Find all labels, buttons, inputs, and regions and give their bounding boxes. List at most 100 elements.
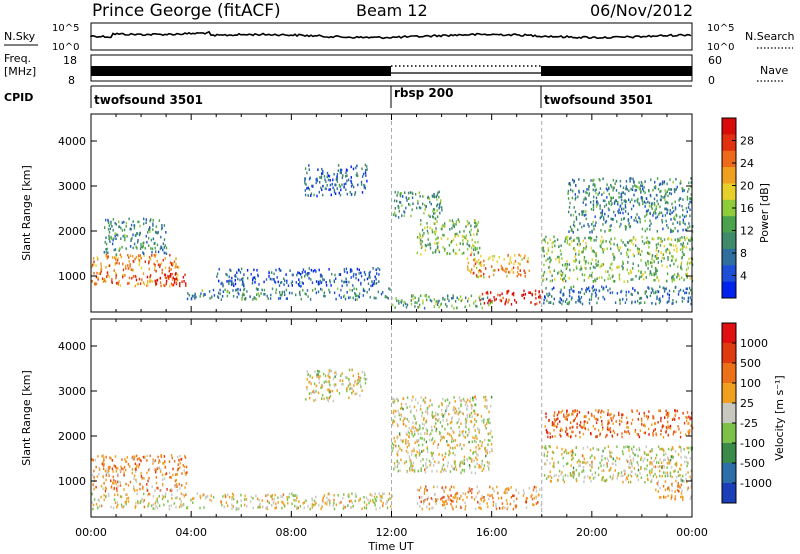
heatmap-cell (165, 472, 168, 475)
heatmap-cell (604, 199, 606, 203)
heatmap-cell (564, 240, 566, 243)
heatmap-cell (132, 233, 134, 237)
heatmap-cell (105, 474, 107, 477)
heatmap-cell (459, 433, 461, 437)
heatmap-cell (582, 432, 585, 436)
heatmap-cell (594, 215, 596, 218)
heatmap-cell (426, 446, 428, 449)
heatmap-cell (559, 249, 562, 253)
heatmap-cell (206, 494, 209, 498)
heatmap-cell (464, 501, 466, 505)
heatmap-cell (601, 285, 603, 289)
heatmap-cell (97, 498, 99, 501)
heatmap-cell (631, 447, 633, 451)
heatmap-cell (584, 262, 587, 265)
heatmap-cell (660, 251, 662, 254)
heatmap-cell (460, 506, 462, 509)
heatmap-cell (280, 495, 282, 498)
heatmap-cell (147, 231, 149, 234)
heatmap-cell (663, 290, 666, 293)
heatmap-cell (255, 287, 258, 290)
heatmap-cell (668, 299, 670, 303)
heatmap-cell (418, 453, 421, 457)
heatmap-cell (597, 263, 599, 267)
heatmap-cell (672, 209, 675, 213)
heatmap-cell (578, 295, 580, 299)
heatmap-cell (452, 496, 454, 499)
heatmap-cell (535, 486, 537, 489)
heatmap-cell (622, 260, 624, 264)
heatmap-cell (510, 496, 513, 499)
heatmap-cell (354, 492, 357, 496)
heatmap-cell (175, 257, 177, 260)
heatmap-cell (647, 267, 649, 270)
heatmap-cell (617, 202, 619, 206)
heatmap-cell (328, 268, 330, 271)
heatmap-cell (581, 225, 583, 229)
heatmap-cell (546, 299, 548, 303)
heatmap-cell (551, 423, 554, 427)
heatmap-cell (481, 444, 483, 447)
heatmap-cell (468, 244, 471, 248)
heatmap-cell (138, 233, 141, 237)
heatmap-cell (303, 506, 305, 509)
heatmap-cell (686, 276, 688, 279)
heatmap-cell (161, 271, 163, 275)
heatmap-cell (663, 257, 665, 260)
heatmap-cell (650, 480, 652, 484)
heatmap-cell (308, 168, 310, 171)
heatmap-cell (664, 488, 667, 492)
heatmap-cell (626, 253, 628, 257)
heatmap-cell (185, 284, 187, 287)
heatmap-cell (352, 167, 355, 171)
heatmap-cell (601, 420, 603, 423)
heatmap-cell (356, 164, 358, 168)
heatmap-cell (507, 289, 510, 293)
heatmap-cell (428, 404, 431, 408)
heatmap-cell (686, 272, 689, 276)
heatmap-cell (136, 232, 139, 235)
heatmap-cell (326, 171, 329, 175)
heatmap-cell (664, 480, 667, 483)
heatmap-cell (394, 465, 396, 469)
heatmap-cell (271, 495, 273, 498)
heatmap-cell (672, 278, 674, 281)
heatmap-cell (487, 505, 489, 509)
heatmap-cell (661, 264, 663, 267)
heatmap-cell (152, 228, 154, 231)
heatmap-cell (237, 291, 239, 294)
heatmap-cell (417, 432, 419, 435)
heatmap-cell (405, 432, 407, 436)
heatmap-cell (220, 501, 222, 504)
heatmap-cell (610, 185, 613, 189)
heatmap-cell (376, 495, 378, 499)
heatmap-cell (665, 250, 667, 254)
heatmap-cell (101, 455, 103, 458)
heatmap-cell (453, 460, 456, 464)
heatmap-cell (217, 295, 219, 298)
heatmap-cell (562, 456, 564, 460)
heatmap-cell (587, 287, 589, 291)
heatmap-cell (391, 442, 393, 445)
heatmap-cell (429, 242, 431, 246)
heatmap-cell (176, 473, 178, 476)
heatmap-cell (490, 291, 492, 294)
heatmap-cell (423, 418, 425, 422)
heatmap-cell (618, 191, 620, 195)
heatmap-cell (155, 505, 157, 508)
heatmap-cell (316, 373, 318, 377)
heatmap-cell (587, 411, 590, 414)
heatmap-cell (412, 461, 415, 465)
heatmap-cell (396, 463, 399, 466)
heatmap-cell (586, 421, 589, 424)
heatmap-cell (472, 436, 474, 439)
heatmap-cell (659, 211, 661, 215)
heatmap-cell (444, 399, 446, 402)
heatmap-cell (571, 239, 573, 243)
heatmap-cell (458, 248, 461, 252)
cpid-segment-2: rbsp 200 (394, 86, 453, 100)
heatmap-cell (129, 465, 131, 468)
heatmap-cell (680, 463, 682, 467)
heatmap-cell (450, 426, 452, 430)
heatmap-cell (158, 459, 160, 462)
